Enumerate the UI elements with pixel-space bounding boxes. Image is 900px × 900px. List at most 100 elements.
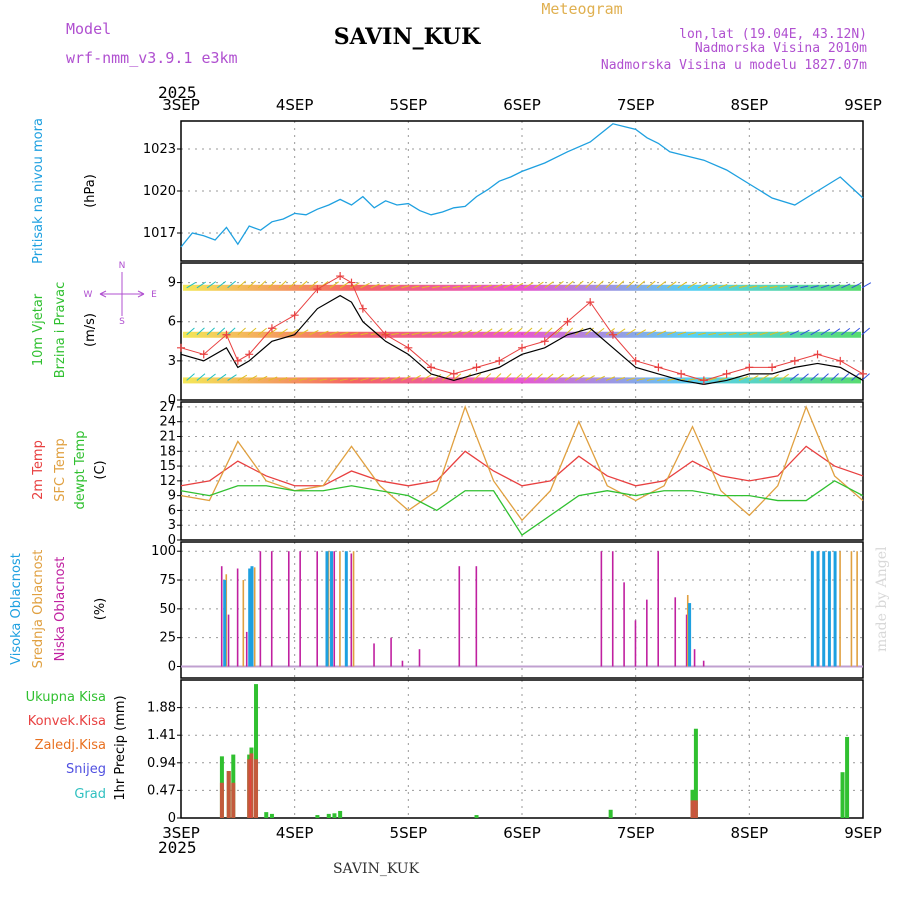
wind-barb bbox=[462, 329, 473, 336]
wind-barb bbox=[360, 282, 370, 289]
y-tick-label: 1017 bbox=[143, 226, 176, 241]
gust-marker bbox=[233, 356, 242, 365]
wind-compass: N W E S bbox=[84, 261, 158, 327]
cloud-bar bbox=[702, 660, 705, 667]
pressure-unit: (hPa) bbox=[83, 174, 98, 208]
wind-barb-ribbon bbox=[183, 377, 861, 384]
wind-barb bbox=[513, 373, 522, 381]
wind-barb bbox=[616, 376, 625, 381]
wind-barb bbox=[656, 280, 667, 289]
wind-barb bbox=[278, 280, 287, 289]
x-tick-label-bottom: 6SEP bbox=[503, 824, 541, 842]
x-tick-label-bottom: 5SEP bbox=[390, 824, 428, 842]
precip-bar bbox=[264, 812, 269, 818]
wind-barb bbox=[186, 282, 196, 289]
chart-kind-label: Meteogram bbox=[541, 0, 622, 18]
y-tick-label: 0.94 bbox=[147, 756, 176, 771]
sfc-ylabel: SFC Temp bbox=[53, 438, 68, 502]
y-tick-label: 21 bbox=[159, 430, 176, 445]
gust-marker bbox=[631, 356, 640, 365]
wind-barb bbox=[790, 330, 800, 336]
compass-e: E bbox=[151, 290, 157, 300]
wind-barb bbox=[554, 327, 563, 336]
wind-barb bbox=[544, 327, 553, 336]
precip-bar bbox=[247, 759, 252, 818]
pressure-line bbox=[180, 123, 864, 248]
gust-marker bbox=[381, 330, 390, 339]
cloud-bar bbox=[333, 551, 336, 667]
precip-bar bbox=[608, 809, 613, 818]
gust-marker bbox=[745, 363, 754, 372]
cloud-bar bbox=[816, 551, 820, 667]
cloud-bar bbox=[245, 631, 248, 667]
y-tick-label: 0 bbox=[168, 811, 176, 826]
model-name: wrf-nmm_v3.9.1 e3km bbox=[66, 49, 238, 67]
wind-barb bbox=[227, 374, 237, 381]
wind-barb bbox=[861, 373, 870, 381]
wind-barb bbox=[657, 330, 667, 336]
wind-barb bbox=[667, 331, 677, 336]
cloud-bar bbox=[227, 614, 230, 667]
cloud-bar bbox=[270, 551, 273, 667]
wind-barb bbox=[667, 378, 676, 381]
wind-barb bbox=[391, 376, 401, 381]
wind-barb bbox=[432, 285, 440, 289]
wind-barb bbox=[595, 375, 606, 381]
dewpt-ylabel: dewpt Temp bbox=[73, 430, 88, 509]
wind-barb bbox=[646, 378, 655, 381]
wind-barb bbox=[360, 332, 369, 336]
precip-bar bbox=[254, 684, 259, 818]
cloud-bar bbox=[810, 551, 814, 667]
y-tick-label: 6 bbox=[168, 503, 176, 518]
wind-barb bbox=[779, 330, 789, 336]
wind-barb bbox=[421, 285, 430, 289]
wind-barb bbox=[851, 327, 861, 336]
cloud-bar bbox=[259, 551, 262, 667]
wind-barb bbox=[288, 377, 298, 381]
gust-marker bbox=[267, 324, 276, 333]
wind-barb bbox=[309, 280, 318, 289]
cloud-bar bbox=[316, 551, 318, 667]
wind-barb bbox=[564, 327, 574, 336]
cloud-bar bbox=[236, 568, 239, 667]
wind-barb bbox=[626, 328, 636, 336]
wind-barb bbox=[350, 282, 360, 289]
cloud-bar bbox=[600, 551, 603, 667]
wind-barb bbox=[329, 331, 339, 336]
x-tick-label-bottom: 8SEP bbox=[731, 824, 769, 842]
t2m-ylabel: 2m Temp bbox=[31, 440, 46, 500]
wind-barb bbox=[411, 375, 421, 381]
wind-barb bbox=[554, 373, 564, 381]
cloud-bar bbox=[352, 551, 355, 667]
y-tick-label: 3 bbox=[168, 354, 176, 369]
wind-barb bbox=[769, 331, 779, 336]
wind-barb bbox=[810, 373, 819, 381]
panel-frame bbox=[180, 120, 864, 262]
wind-barb bbox=[779, 285, 788, 289]
y-tick-label: 1023 bbox=[143, 142, 176, 157]
cloud-bar bbox=[253, 567, 256, 667]
wind-barb bbox=[738, 375, 749, 381]
wind-barb bbox=[503, 327, 513, 336]
cloud-bar bbox=[325, 551, 329, 667]
wind-barb bbox=[247, 327, 257, 336]
wind-barb bbox=[564, 280, 574, 289]
wind-barb bbox=[861, 282, 872, 289]
wind-barb bbox=[472, 285, 482, 289]
wind-barb bbox=[257, 327, 267, 336]
wind-barb bbox=[452, 373, 462, 381]
wind-barb bbox=[421, 331, 431, 336]
gust-marker bbox=[654, 363, 663, 372]
cloud-bar bbox=[686, 595, 689, 667]
wind-barb bbox=[687, 282, 698, 289]
wind-barb bbox=[595, 280, 604, 289]
wind-barb bbox=[493, 283, 503, 289]
wind-barb bbox=[841, 373, 850, 381]
pressure-ylabel: Pritisak na nivou mora bbox=[31, 118, 46, 264]
cloud-bar bbox=[287, 551, 290, 667]
wind-barb bbox=[626, 377, 635, 381]
wind-barb bbox=[247, 375, 258, 381]
wind-barb bbox=[523, 327, 533, 336]
gust-marker bbox=[199, 350, 208, 359]
wind-barb bbox=[759, 285, 768, 289]
